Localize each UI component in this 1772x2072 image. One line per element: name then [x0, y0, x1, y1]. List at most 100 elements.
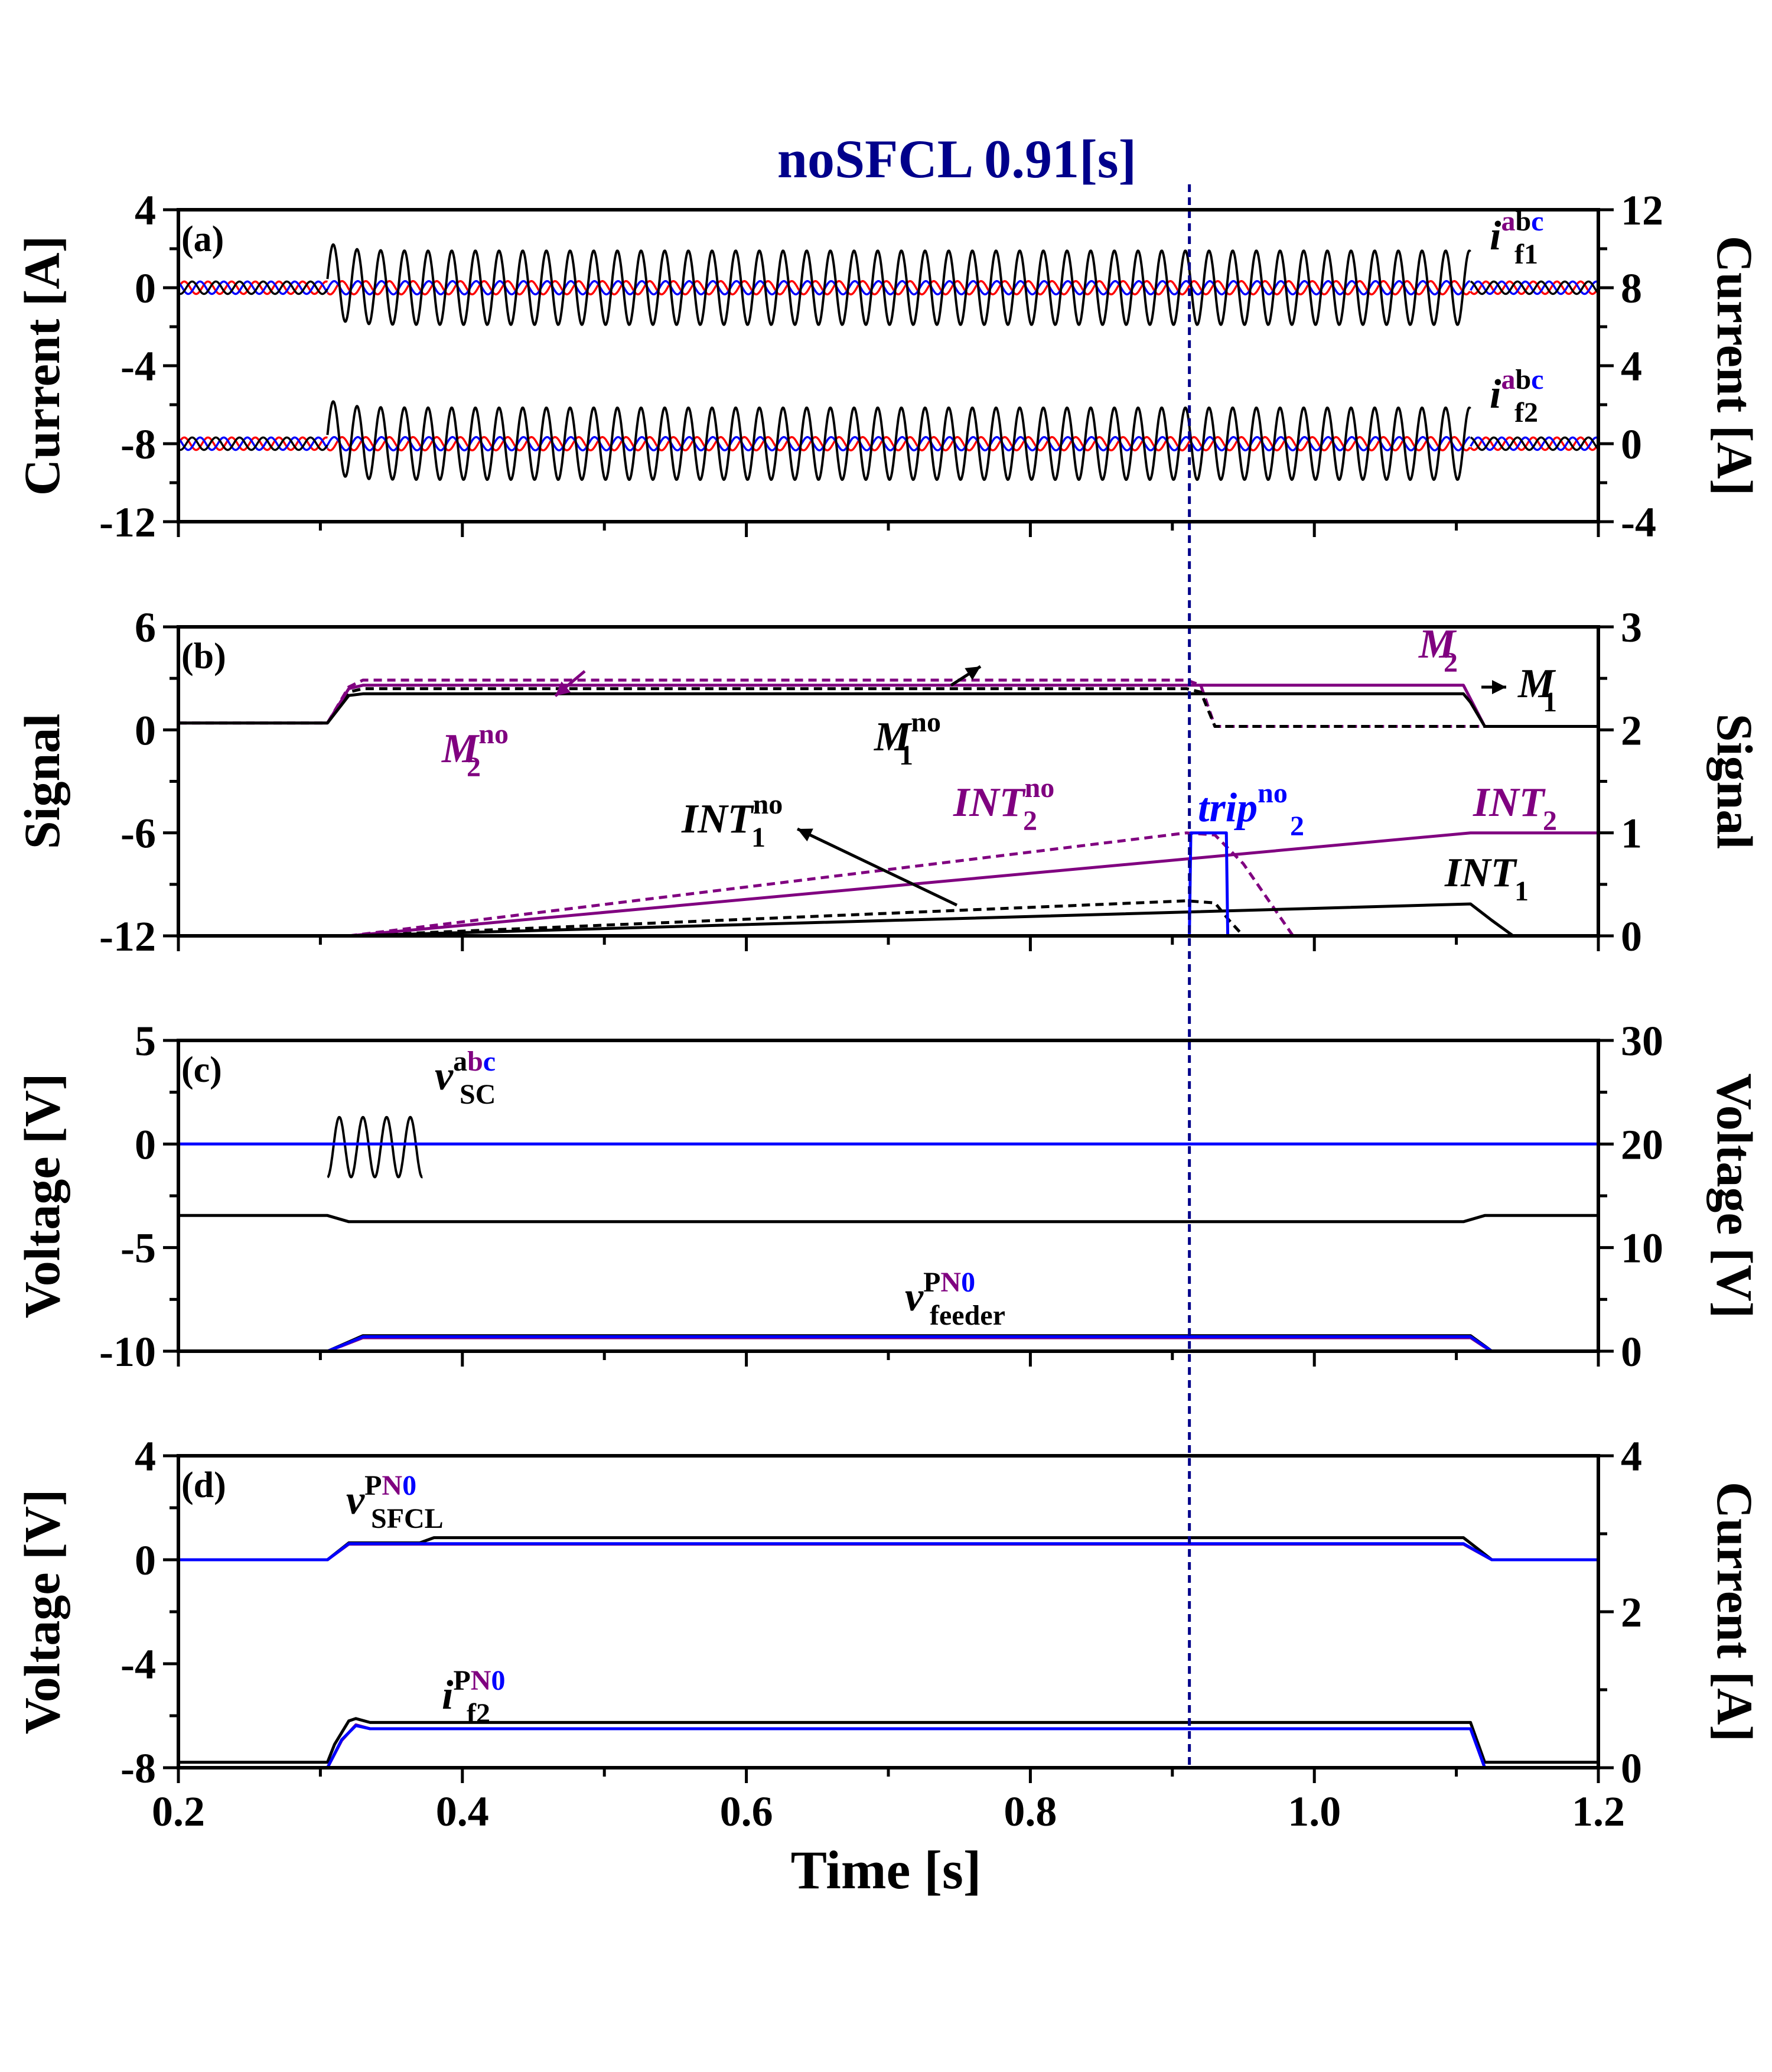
y-axis-label-right: Current [A] [1706, 1482, 1763, 1742]
series-2-black-idle-1 [1470, 436, 1600, 451]
annotation-superscript: N [382, 1470, 402, 1501]
annotation-subscript: 2 [1444, 647, 1458, 678]
series-1-black-idle-0 [177, 280, 328, 295]
series-1-red-fault [327, 280, 1471, 295]
annotation-subscript: 2 [1290, 811, 1304, 842]
y-tick-label-right: 0 [1621, 421, 1642, 468]
annotation-superscript: b [467, 1046, 483, 1077]
panel-3-series-2 [178, 1542, 1598, 1562]
m1-arrow-head [1492, 680, 1506, 694]
y-tick-label-right: 2 [1621, 1589, 1642, 1636]
x-tick-label: 0.8 [1004, 1788, 1057, 1835]
y-tick-label-left: -4 [120, 1641, 156, 1688]
x-tick-label: 1.0 [1288, 1788, 1341, 1835]
annotation-2-0: vabc SC [435, 1046, 496, 1110]
annotation-1-4: INTno 1 [681, 789, 783, 853]
y-tick-label-left: -8 [120, 1745, 156, 1792]
annotation-1-7: INT2 [1473, 780, 1557, 837]
annotation-symbol: trip [1198, 785, 1258, 831]
annotation-superscript: no [753, 789, 783, 820]
annotation-symbol: i [1490, 372, 1501, 417]
annotation-symbol: INT [681, 796, 755, 842]
y-tick-label-right: 2 [1621, 707, 1642, 754]
y-tick-label-right: 0 [1621, 1745, 1642, 1792]
x-axis-label: Time [s] [791, 1840, 982, 1900]
y-tick-label-left: 5 [135, 1017, 156, 1065]
annotation-subscript: feeder [930, 1300, 1005, 1331]
y-tick-label-left: 4 [135, 187, 156, 234]
x-tick-label: 1.2 [1572, 1788, 1625, 1835]
y-tick-label-right: 1 [1621, 810, 1642, 857]
panel-1-series-5 [348, 899, 1245, 938]
annotation-symbol: i [1490, 213, 1501, 259]
y-tick-label-right: 4 [1621, 343, 1642, 390]
annotation-superscript: P [364, 1470, 382, 1501]
panel-3-series-4 [326, 1723, 1487, 1769]
panel-frame-1 [177, 625, 1600, 938]
annotation-subscript: 2 [467, 752, 481, 783]
annotation-3-0: vPN0 SFCL [346, 1470, 444, 1534]
y-tick-label-right: 0 [1621, 913, 1642, 960]
series-2-red-fault [327, 436, 1471, 451]
y-axis-label-right: Current [A] [1706, 236, 1763, 496]
annotation-superscript: b [1515, 206, 1531, 237]
series-1-black-idle-1 [1470, 280, 1600, 295]
y-tick-label-right: 8 [1621, 265, 1642, 312]
y-tick-label-left: -5 [120, 1225, 156, 1272]
annotation-1-2: M2 [1418, 622, 1458, 678]
series-1-blue-idle-1 [1470, 280, 1600, 295]
series-1-black-fault [326, 243, 1471, 326]
y-tick-label-left: 0 [135, 707, 156, 754]
annotation-superscript: no [478, 718, 509, 750]
annotation-superscript: c [1531, 206, 1543, 237]
panel-2-series-5 [327, 1335, 1493, 1353]
panel-1-series-6 [348, 831, 1598, 938]
annotation-1-0: Mno 2 [441, 718, 509, 783]
panel-1-series-8 [1188, 831, 1230, 936]
annotation-subscript: f1 [1514, 239, 1538, 270]
y-tick-label-left: 6 [135, 604, 156, 651]
axes-layer [163, 208, 1614, 1783]
panel-2-series-4 [327, 1336, 1493, 1353]
panel-1-series-3 [178, 692, 1598, 728]
annotation-symbol: v [346, 1478, 365, 1523]
y-axis-label-right: Voltage [V] [1706, 1074, 1763, 1319]
y-axis-label-left: Current [A] [14, 236, 70, 496]
panel-label: (d) [181, 1465, 226, 1505]
annotation-symbol: v [435, 1053, 454, 1099]
y-tick-label-left: -10 [99, 1328, 156, 1375]
annotation-superscript: P [453, 1665, 470, 1696]
y-tick-label-left: 4 [135, 1433, 156, 1480]
int1no-arrow [796, 827, 958, 907]
y-tick-label-left: -12 [99, 499, 156, 546]
y-tick-label-right: 3 [1621, 604, 1642, 651]
annotation-superscript: a [1501, 364, 1515, 395]
annotation-symbol: M [441, 726, 480, 772]
m2no-arrow-head [555, 681, 571, 696]
annotation-1-3: M1 [1517, 661, 1557, 718]
panel-1-series-7 [348, 902, 1514, 938]
annotation-subscript: 1 [751, 822, 766, 853]
int1no-arrow-head [797, 828, 813, 842]
annotation-superscript: N [471, 1665, 491, 1696]
y-tick-label-right: 30 [1621, 1017, 1663, 1065]
panel-3-series-1 [178, 1543, 1598, 1562]
annotation-superscript: 0 [961, 1267, 975, 1298]
y-tick-label-right: 20 [1621, 1121, 1663, 1168]
annotation-superscript: 0 [402, 1470, 416, 1501]
annotation-superscript: 0 [491, 1665, 505, 1696]
panel-frame-2 [177, 1039, 1600, 1353]
y-tick-label-right: 12 [1621, 187, 1663, 234]
annotation-1-5: INTno 2 [953, 772, 1054, 837]
y-axis-label-left: Signal [14, 714, 70, 849]
panel-label: (c) [181, 1050, 222, 1090]
y-tick-label-left: -4 [120, 343, 156, 390]
annotation-symbol: M [1517, 661, 1556, 707]
annotation-superscript: b [1515, 364, 1531, 395]
annotation-superscript: a [1501, 206, 1515, 237]
y-tick-label-right: -4 [1621, 499, 1656, 546]
annotation-1-6: tripno2 [1198, 778, 1304, 842]
series-2-black-idle-0 [177, 436, 328, 451]
text-layer: noSFCL 0.91[s] Time [s] 40-4-8-1212840-4… [14, 129, 1763, 1900]
y-axis-label-right: Signal [1706, 714, 1763, 849]
